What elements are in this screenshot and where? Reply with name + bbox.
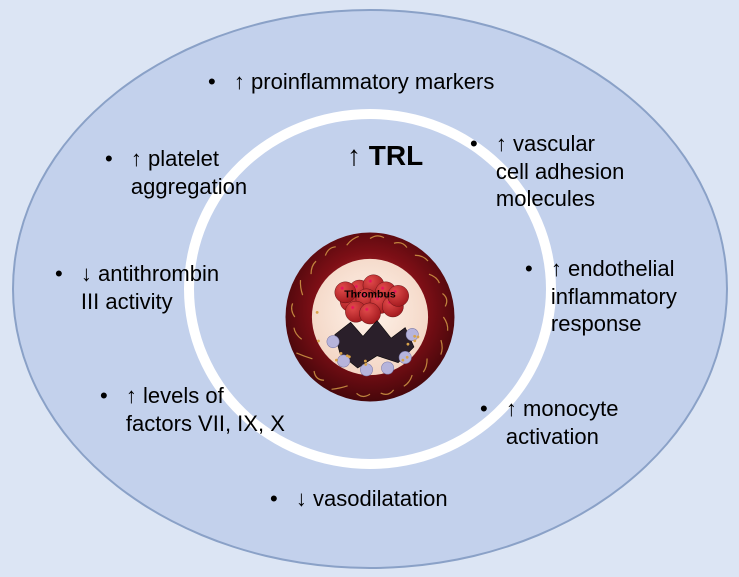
arrow-icon: ↓	[296, 486, 307, 511]
bullet-icon: •	[55, 260, 75, 288]
item-text: platelet	[148, 146, 219, 171]
bullet-icon: •	[470, 130, 490, 158]
effect-item: • ↑ platelet• aggregation	[105, 145, 247, 200]
center-text: TRL	[369, 140, 423, 171]
arrow-icon: ↑	[234, 69, 245, 94]
bullet-icon: •	[100, 382, 120, 410]
item-text: cell adhesion	[496, 159, 624, 184]
effect-item: • ↓ antithrombin• III activity	[55, 260, 219, 315]
item-text: monocyte	[523, 396, 618, 421]
bullet-icon: •	[208, 68, 228, 96]
item-text: endothelial	[568, 256, 674, 281]
arrow-icon: ↑	[506, 396, 517, 421]
item-text: response	[551, 311, 642, 336]
arrow-icon: ↑	[496, 131, 507, 156]
arrow-icon: ↓	[81, 261, 92, 286]
bullet-icon: •	[270, 485, 290, 513]
effect-item: • ↑ levels of• factors VII, IX, X	[100, 382, 285, 437]
arrow-icon: ↑	[126, 383, 137, 408]
center-arrow: ↑	[347, 140, 361, 171]
effect-item: • ↑ proinflammatory markers	[208, 68, 494, 96]
bullet-icon: •	[525, 255, 545, 283]
effect-item: • ↑ monocyte• activation	[480, 395, 618, 450]
item-text: activation	[506, 424, 599, 449]
item-text: factors VII, IX, X	[126, 411, 285, 436]
effect-item: • ↑ vascular• cell adhesion• molecules	[470, 130, 624, 213]
item-text: levels of	[143, 383, 224, 408]
bullet-icon: •	[105, 145, 125, 173]
item-text: antithrombin	[98, 261, 219, 286]
item-text: vasodilatation	[313, 486, 448, 511]
item-text: aggregation	[131, 174, 247, 199]
arrow-icon: ↑	[131, 146, 142, 171]
item-text: vascular	[513, 131, 595, 156]
svg-text:Thrombus: Thrombus	[344, 289, 396, 301]
effect-item: • ↑ endothelial• inflammatory• response	[525, 255, 677, 338]
thrombus-illustration: Thrombus	[282, 229, 458, 405]
effect-item: • ↓ vasodilatation	[270, 485, 448, 513]
item-text: proinflammatory markers	[251, 69, 494, 94]
arrow-icon: ↑	[551, 256, 562, 281]
bullet-icon: •	[480, 395, 500, 423]
item-text: inflammatory	[551, 284, 677, 309]
center-label: ↑ TRL	[347, 140, 423, 172]
item-text: III activity	[81, 289, 173, 314]
item-text: molecules	[496, 186, 595, 211]
thrombus-svg: Thrombus	[282, 229, 458, 405]
